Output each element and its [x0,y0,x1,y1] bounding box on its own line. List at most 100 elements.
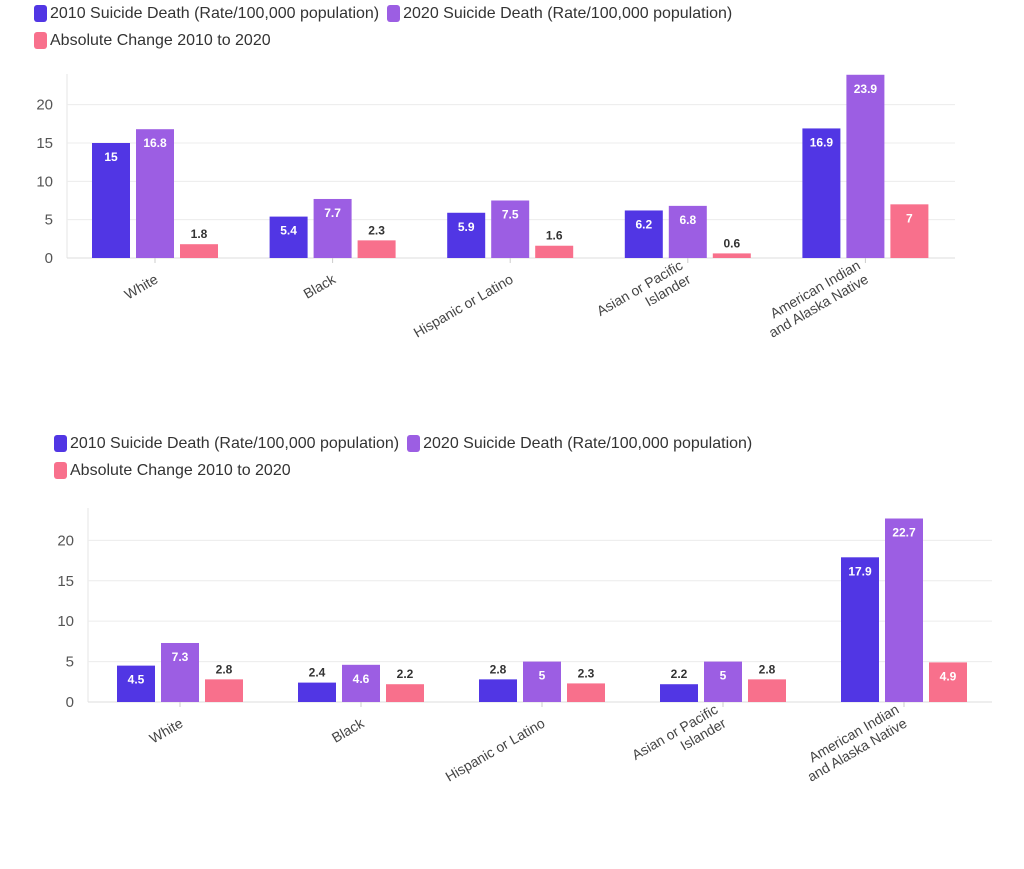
legend-item-2020[interactable]: 2020 Suicide Death (Rate/100,000 populat… [387,2,732,25]
bar [890,204,929,258]
y-tick-label: 15 [36,135,53,152]
bar [712,253,751,258]
legend-swatch [387,5,401,22]
chart-2: 0 5 10 15 20 White 4.5 7.3 2.8 Black 2.4 4.6 2.2 Hisp… [57,508,992,785]
data-label: 4.9 [940,669,957,683]
bar [479,679,517,702]
x-tick-label: American Indianand Alaska Native [796,701,909,785]
bar [180,244,218,258]
x-tick-label: White [146,715,185,747]
data-label: 0.6 [723,236,740,250]
y-tick-label: 5 [45,212,53,229]
legend-label: 2010 Suicide Death (Rate/100,000 populat… [50,5,380,22]
bar [205,679,243,702]
legend-chart-2: 2010 Suicide Death (Rate/100,000 populat… [54,432,760,486]
x-tick-label: Black [300,270,339,301]
bar [841,557,879,702]
x-tick-label-line: Black [329,714,368,745]
y-tick-label: 0 [66,694,74,711]
y-tick-label: 10 [57,613,74,630]
y-tick-label: 15 [57,573,74,590]
data-label: 5.4 [280,224,297,238]
data-label: 2.8 [759,662,776,676]
data-label: 7.3 [172,650,189,664]
y-tick-label: 5 [66,654,74,671]
legend-item-2020[interactable]: 2020 Suicide Death (Rate/100,000 populat… [407,432,752,455]
legend-label: 2020 Suicide Death (Rate/100,000 populat… [403,5,733,22]
y-tick-label: 20 [57,532,74,549]
y-tick-label: 10 [36,173,53,190]
bar [447,212,486,258]
data-label: 16.9 [810,135,834,149]
y-tick-label: 0 [45,250,53,267]
chart-1: 0 5 10 15 20 White 15 16.8 1.8 Black 5.4 7.7 2.3 Hisp… [36,74,955,341]
data-label: 5.9 [458,220,475,234]
data-label: 15 [104,150,118,164]
data-label: 4.5 [128,673,145,687]
data-label: 2.2 [397,667,414,681]
data-label: 2.8 [216,662,233,676]
data-label: 7.5 [502,208,519,222]
x-tick-label: Asian or PacificIslander [629,701,729,777]
bar [802,128,841,258]
x-tick-label-line: Hispanic or Latino [411,271,516,341]
legend-chart-1: 2010 Suicide Death (Rate/100,000 populat… [34,2,740,56]
x-tick-label: Hispanic or Latino [442,715,547,785]
data-label: 7.7 [324,206,341,220]
x-tick-label-line: White [146,715,185,747]
data-label: 2.2 [671,667,688,681]
data-label: 6.8 [679,213,696,227]
bar [161,642,199,702]
legend-swatch [407,435,421,452]
bar [269,216,308,258]
bar [885,518,923,702]
data-label: 2.8 [490,662,507,676]
legend-item-change[interactable]: Absolute Change 2010 to 2020 [34,29,271,52]
data-label: 5 [720,669,727,683]
bar [846,74,885,259]
legend-item-2010[interactable]: 2010 Suicide Death (Rate/100,000 populat… [54,432,399,455]
data-label: 1.6 [546,229,563,243]
bar [748,679,786,702]
bar [357,240,396,258]
data-label: 6.2 [635,217,652,231]
y-tick-label: 20 [36,97,53,114]
legend-label: 2010 Suicide Death (Rate/100,000 populat… [70,435,400,452]
bar [136,129,174,258]
data-label: 7 [906,211,913,225]
bar [567,683,605,702]
x-tick-label-line: White [121,271,160,303]
bar [386,684,424,702]
legend-swatch [34,5,47,22]
bar [313,198,352,258]
x-tick-label: Asian or PacificIslander [594,257,694,333]
data-label: 2.3 [578,666,595,680]
bar [523,661,561,702]
legend-label: Absolute Change 2010 to 2020 [70,462,291,479]
legend-swatch [54,462,67,479]
x-tick-label: White [121,271,160,303]
legend-item-change[interactable]: Absolute Change 2010 to 2020 [54,459,291,482]
bar [491,200,530,258]
data-label: 4.6 [353,672,370,686]
x-tick-label: Black [329,714,368,745]
bar [704,661,742,702]
data-label: 22.7 [892,526,916,540]
data-label: 1.8 [191,227,208,241]
x-tick-label-line: Black [300,270,339,301]
bar [117,665,155,702]
data-label: 2.4 [309,666,326,680]
legend-label: Absolute Change 2010 to 2020 [50,32,271,49]
bar [535,245,574,258]
legend-swatch [34,32,47,49]
bar [660,684,698,702]
x-tick-label: Hispanic or Latino [411,271,516,341]
data-label: 17.9 [848,564,872,578]
x-tick-label-line: Hispanic or Latino [442,715,547,785]
bar [929,662,967,702]
data-label: 2.3 [368,223,385,237]
legend-item-2010[interactable]: 2010 Suicide Death (Rate/100,000 populat… [34,2,379,25]
legend-swatch [54,435,67,452]
x-tick-label: American Indianand Alaska Native [758,257,871,341]
